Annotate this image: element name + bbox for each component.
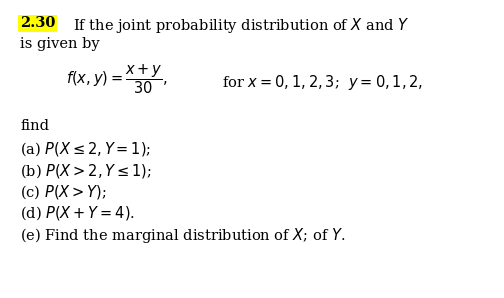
- Text: for $x = 0, 1, 2, 3$;  $y = 0, 1, 2,$: for $x = 0, 1, 2, 3$; $y = 0, 1, 2,$: [222, 73, 423, 92]
- Text: (e) Find the marginal distribution of $X$; of $Y$.: (e) Find the marginal distribution of $X…: [20, 226, 346, 245]
- Text: (a) $P(X \leq 2, Y = 1)$;: (a) $P(X \leq 2, Y = 1)$;: [20, 140, 152, 158]
- Text: $f(x, y) = \dfrac{x + y}{30},$: $f(x, y) = \dfrac{x + y}{30},$: [66, 62, 167, 96]
- Text: is given by: is given by: [20, 37, 100, 51]
- Text: (c) $P(X > Y)$;: (c) $P(X > Y)$;: [20, 183, 107, 201]
- Text: (b) $P(X > 2, Y \leq 1)$;: (b) $P(X > 2, Y \leq 1)$;: [20, 162, 152, 179]
- Text: find: find: [20, 119, 49, 133]
- Text: (d) $P(X + Y = 4)$.: (d) $P(X + Y = 4)$.: [20, 204, 135, 222]
- Text: 2.30: 2.30: [20, 16, 55, 30]
- Text: If the joint probability distribution of $X$ and $Y$: If the joint probability distribution of…: [73, 16, 410, 35]
